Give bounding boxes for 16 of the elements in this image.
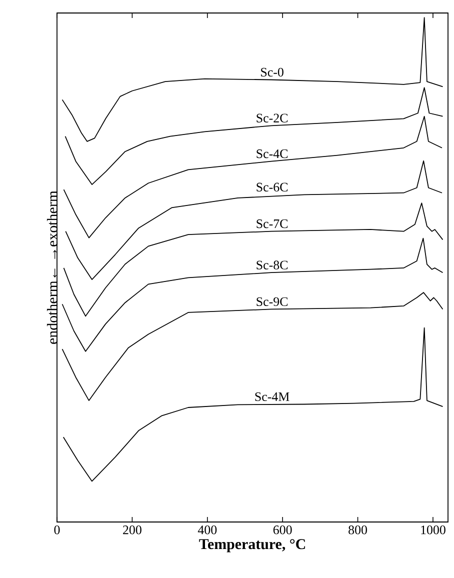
series-label: Sc-7C <box>256 219 288 228</box>
x-tick-label: 1000 <box>421 526 446 534</box>
series-label: Sc-8C <box>256 260 288 270</box>
series-label: Sc-4M <box>255 392 290 402</box>
x-tick-label: 200 <box>123 526 142 534</box>
series-label: Sc-4C <box>256 149 288 158</box>
series-label: Sc-6C <box>256 182 288 192</box>
series-label: Sc-0 <box>261 68 284 77</box>
series-label: Sc-2C <box>256 114 288 122</box>
x-tick-label: 0 <box>54 526 60 534</box>
x-tick-label: 400 <box>198 526 217 534</box>
series-label: Sc-9C <box>256 297 288 306</box>
y-axis-title: endotherm← →exotherm <box>46 190 58 344</box>
x-tick-label: 800 <box>348 526 367 534</box>
x-tick-label: 600 <box>273 526 292 534</box>
x-axis-title: Temperature, °C <box>199 539 305 552</box>
